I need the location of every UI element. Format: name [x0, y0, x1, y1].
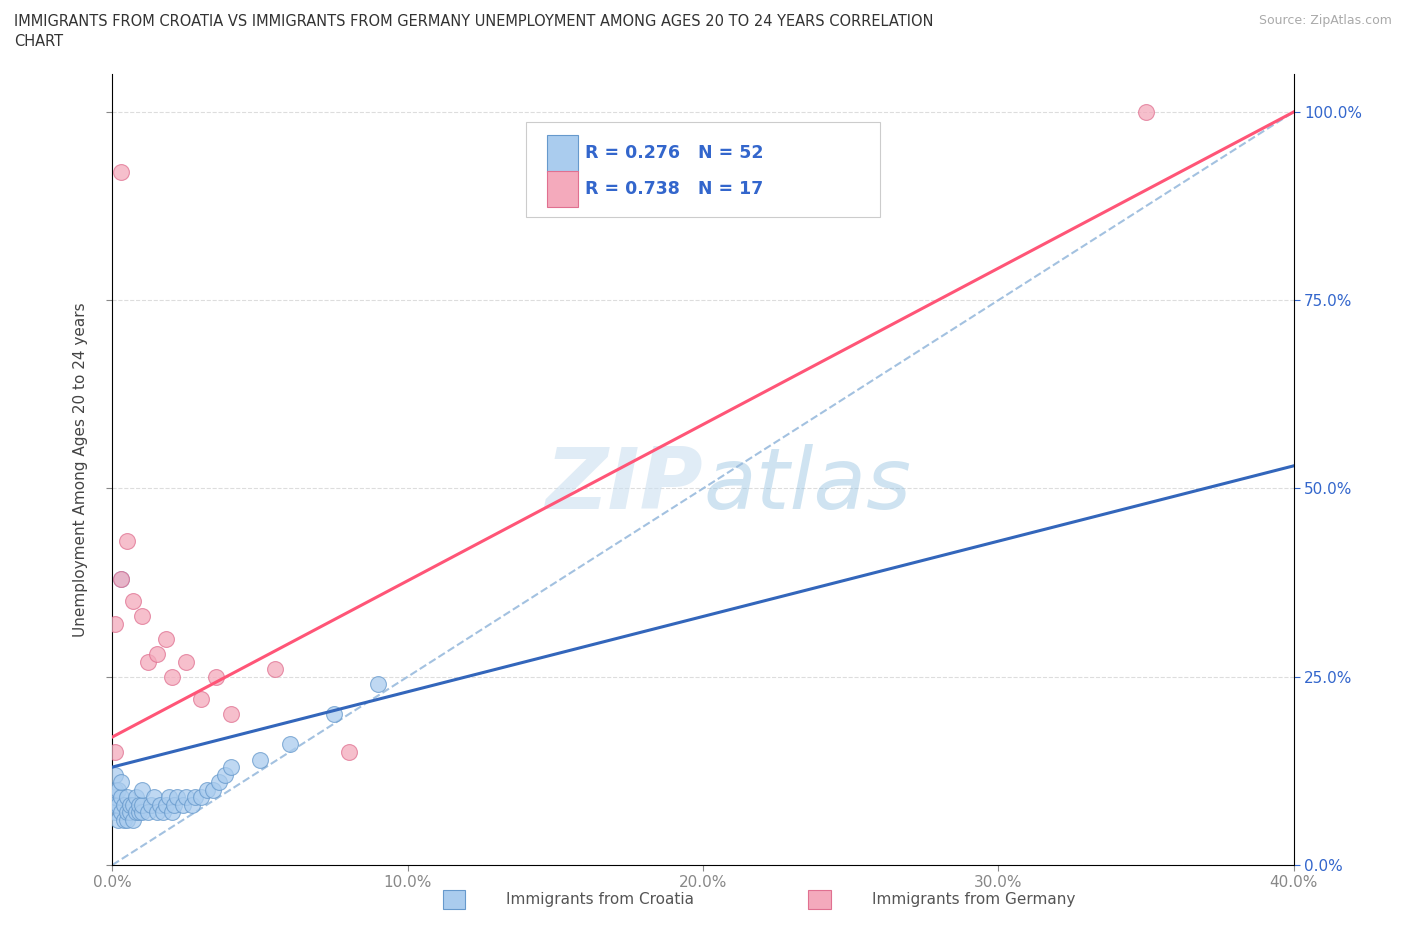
Point [110, 790, 132, 804]
Text: R = 0.738   N = 17: R = 0.738 N = 17 [585, 180, 763, 198]
Point [323, 707, 346, 722]
Text: ZIP: ZIP [546, 444, 703, 527]
Point [201, 782, 224, 797]
Point [195, 782, 218, 797]
Point [205, 670, 228, 684]
Point [155, 797, 177, 812]
Point [131, 804, 153, 819]
Point [174, 790, 197, 804]
Point [128, 804, 150, 819]
FancyBboxPatch shape [547, 171, 578, 207]
Text: R = 0.276   N = 52: R = 0.276 N = 52 [585, 144, 763, 163]
Text: IMMIGRANTS FROM CROATIA VS IMMIGRANTS FROM GERMANY UNEMPLOYMENT AMONG AGES 20 TO: IMMIGRANTS FROM CROATIA VS IMMIGRANTS FR… [14, 14, 934, 29]
Point [117, 790, 138, 804]
Text: atlas: atlas [703, 444, 911, 527]
Point [1135, 104, 1157, 119]
Point [112, 812, 135, 827]
Point [122, 797, 145, 812]
Point [117, 812, 138, 827]
Point [139, 797, 162, 812]
Point [367, 677, 389, 692]
Point [142, 790, 165, 804]
Point [264, 662, 287, 677]
Point [104, 745, 127, 760]
Point [149, 797, 172, 812]
Point [104, 797, 127, 812]
Point [160, 804, 183, 819]
Text: CHART: CHART [14, 34, 63, 49]
Point [160, 670, 183, 684]
Point [155, 631, 177, 646]
Point [172, 797, 194, 812]
Y-axis label: Unemployment Among Ages 20 to 24 years: Unemployment Among Ages 20 to 24 years [73, 302, 89, 637]
Point [136, 804, 159, 819]
Point [112, 797, 135, 812]
Point [136, 654, 159, 669]
Point [120, 797, 142, 812]
Point [174, 654, 197, 669]
Point [249, 752, 271, 767]
Text: Source: ZipAtlas.com: Source: ZipAtlas.com [1258, 14, 1392, 27]
Point [110, 775, 132, 790]
Point [190, 790, 212, 804]
Point [122, 812, 145, 827]
Point [104, 790, 127, 804]
Point [163, 797, 186, 812]
Point [219, 707, 242, 722]
Point [107, 797, 129, 812]
Point [107, 812, 129, 827]
Point [104, 617, 127, 631]
Point [120, 804, 142, 819]
Point [110, 165, 132, 179]
FancyBboxPatch shape [526, 122, 880, 217]
Point [131, 782, 153, 797]
Point [117, 804, 138, 819]
Text: Immigrants from Germany: Immigrants from Germany [872, 892, 1076, 907]
Point [157, 790, 180, 804]
Point [146, 646, 169, 661]
Point [278, 737, 301, 751]
Point [110, 571, 132, 586]
Point [122, 594, 145, 609]
Point [125, 804, 148, 819]
Point [104, 804, 127, 819]
Point [181, 797, 204, 812]
Point [104, 782, 127, 797]
Point [107, 782, 129, 797]
Point [125, 790, 148, 804]
Point [131, 797, 153, 812]
Point [184, 790, 207, 804]
Point [131, 609, 153, 624]
Point [110, 571, 132, 586]
Point [190, 692, 212, 707]
Point [146, 804, 169, 819]
Point [152, 804, 174, 819]
Point [128, 797, 150, 812]
Point [214, 767, 236, 782]
Point [166, 790, 188, 804]
Point [110, 804, 132, 819]
Point [219, 760, 242, 775]
Point [104, 767, 127, 782]
FancyBboxPatch shape [547, 135, 578, 172]
Point [208, 775, 231, 790]
Point [337, 745, 360, 760]
Point [117, 534, 138, 549]
Text: Immigrants from Croatia: Immigrants from Croatia [506, 892, 695, 907]
